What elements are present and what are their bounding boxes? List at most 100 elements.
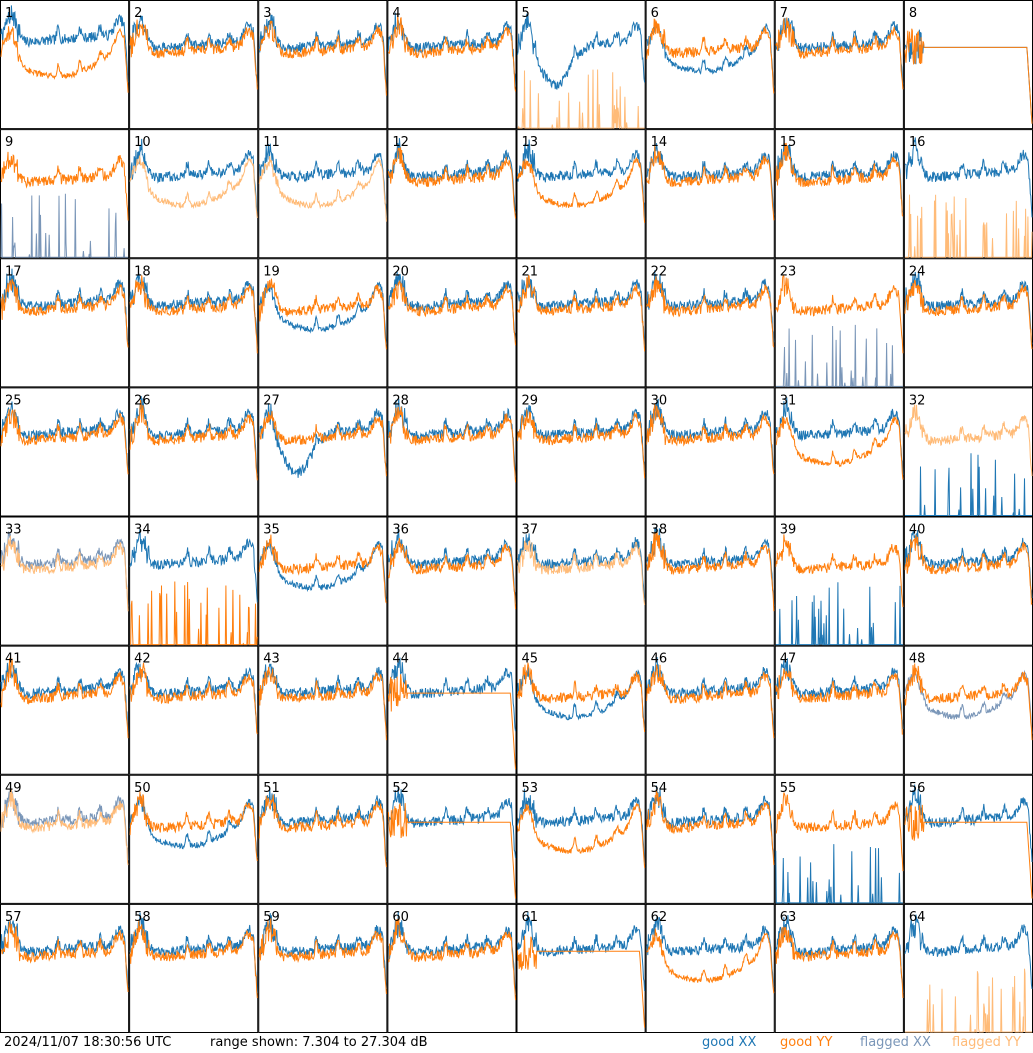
- panel-number: 19: [263, 264, 280, 279]
- panel-frame: [516, 645, 646, 775]
- series-yy-panel-32: [904, 404, 1033, 477]
- panel-number: 9: [5, 135, 13, 150]
- panel-frame: [0, 387, 130, 517]
- panel-44: 44: [387, 645, 517, 775]
- series-yy-panel-46: [646, 664, 775, 739]
- panel-57: 57: [0, 903, 130, 1033]
- panel-number: 30: [651, 393, 668, 408]
- panel-number: 12: [392, 135, 409, 150]
- series-xx-panel-33: [0, 531, 129, 607]
- series-yy-panel-61: [517, 935, 646, 1028]
- series-xx-panel-19: [258, 281, 387, 345]
- panel-30: 30: [645, 387, 775, 517]
- panel-29: 29: [516, 387, 646, 517]
- series-xx-panel-12: [387, 138, 516, 214]
- series-xx-panel-40: [904, 529, 1033, 599]
- series-xx-panel-34: [129, 528, 258, 603]
- panel-32: 32: [903, 387, 1033, 517]
- panel-51: 51: [258, 774, 388, 904]
- series-yy-panel-21: [517, 274, 646, 352]
- panel-53: 53: [516, 774, 646, 904]
- panel-number: 61: [522, 910, 539, 925]
- series-xx-panel-55: [775, 844, 903, 904]
- series-yy-panel-36: [387, 538, 516, 610]
- series-xx-panel-42: [129, 661, 258, 730]
- panel-17: 17: [0, 258, 130, 388]
- panel-frame: [129, 774, 259, 904]
- panel-number: 59: [263, 910, 280, 925]
- series-xx-panel-31: [775, 397, 904, 476]
- panel-frame: [0, 516, 130, 646]
- panel-number: 17: [5, 264, 22, 279]
- panel-frame: [258, 774, 388, 904]
- panel-number: 47: [780, 652, 797, 667]
- series-yy-panel-31: [775, 416, 904, 480]
- panel-21: 21: [516, 258, 646, 388]
- panel-50: 50: [129, 774, 259, 904]
- panel-frame: [129, 645, 259, 775]
- panel-14: 14: [645, 129, 775, 259]
- series-yy-panel-42: [129, 662, 258, 735]
- series-yy-panel-18: [129, 275, 258, 354]
- panel-frame: [516, 387, 646, 517]
- panel-frame: [645, 516, 775, 646]
- series-yy-panel-15: [775, 142, 904, 217]
- series-yy-panel-44: [387, 674, 516, 770]
- panel-number: 3: [263, 6, 271, 21]
- panel-frame: [129, 129, 259, 259]
- panel-15: 15: [774, 129, 904, 259]
- series-xx-panel-53: [517, 788, 646, 865]
- panel-number: 14: [651, 135, 668, 150]
- panel-35: 35: [258, 516, 388, 646]
- series-yy-panel-26: [129, 400, 258, 481]
- series-xx-panel-62: [646, 916, 775, 988]
- panel-frame: [258, 903, 388, 1033]
- panel-33: 33: [0, 516, 130, 646]
- panel-number: 53: [522, 781, 539, 796]
- series-xx-panel-6: [646, 21, 775, 88]
- series-yy-panel-63: [775, 926, 904, 999]
- legend-flagged-yy: flagged YY: [952, 1035, 1021, 1050]
- panel-frame: [258, 387, 388, 517]
- panel-number: 42: [134, 652, 151, 667]
- panel-frame: [387, 774, 517, 904]
- series-xx-panel-1: [0, 5, 129, 83]
- panel-6: 6: [645, 0, 775, 130]
- panel-number: 31: [780, 393, 797, 408]
- panel-frame: [129, 387, 259, 517]
- panel-59: 59: [258, 903, 388, 1033]
- series-yy-panel-50: [129, 791, 258, 862]
- panel-number: 35: [263, 523, 280, 538]
- panel-41: 41: [0, 645, 130, 775]
- panel-number: 23: [780, 264, 797, 279]
- panel-frame: [258, 645, 388, 775]
- series-yy-panel-29: [517, 409, 646, 479]
- legend-flagged-xx: flagged XX: [860, 1035, 931, 1050]
- series-yy-panel-56: [904, 804, 1033, 899]
- series-yy-panel-3: [258, 20, 387, 96]
- series-xx-panel-16: [904, 137, 1033, 218]
- panel-63: 63: [774, 903, 904, 1033]
- panel-9: 9: [0, 129, 130, 259]
- panel-number: 43: [263, 652, 280, 667]
- panel-2: 2: [129, 0, 259, 130]
- panel-number: 1: [5, 6, 13, 21]
- panel-number: 24: [909, 264, 926, 279]
- panel-frame: [516, 258, 646, 388]
- series-xx-panel-28: [387, 398, 516, 478]
- panel-8: 8: [903, 0, 1033, 130]
- series-yy-panel-41: [0, 658, 129, 739]
- series-yy-panel-52: [387, 802, 516, 899]
- panel-frame: [645, 129, 775, 259]
- panel-number: 7: [780, 6, 788, 21]
- series-yy-panel-60: [387, 917, 516, 1001]
- panel-frame: [387, 0, 517, 130]
- series-xx-panel-50: [129, 793, 258, 859]
- panel-number: 45: [522, 652, 539, 667]
- series-yy-panel-49: [0, 789, 129, 866]
- legend-good-xx: good XX: [702, 1035, 757, 1050]
- panel-frame: [645, 258, 775, 388]
- panel-1: 1: [0, 0, 130, 130]
- series-yy-panel-13: [517, 157, 646, 223]
- series-xx-panel-13: [517, 139, 646, 220]
